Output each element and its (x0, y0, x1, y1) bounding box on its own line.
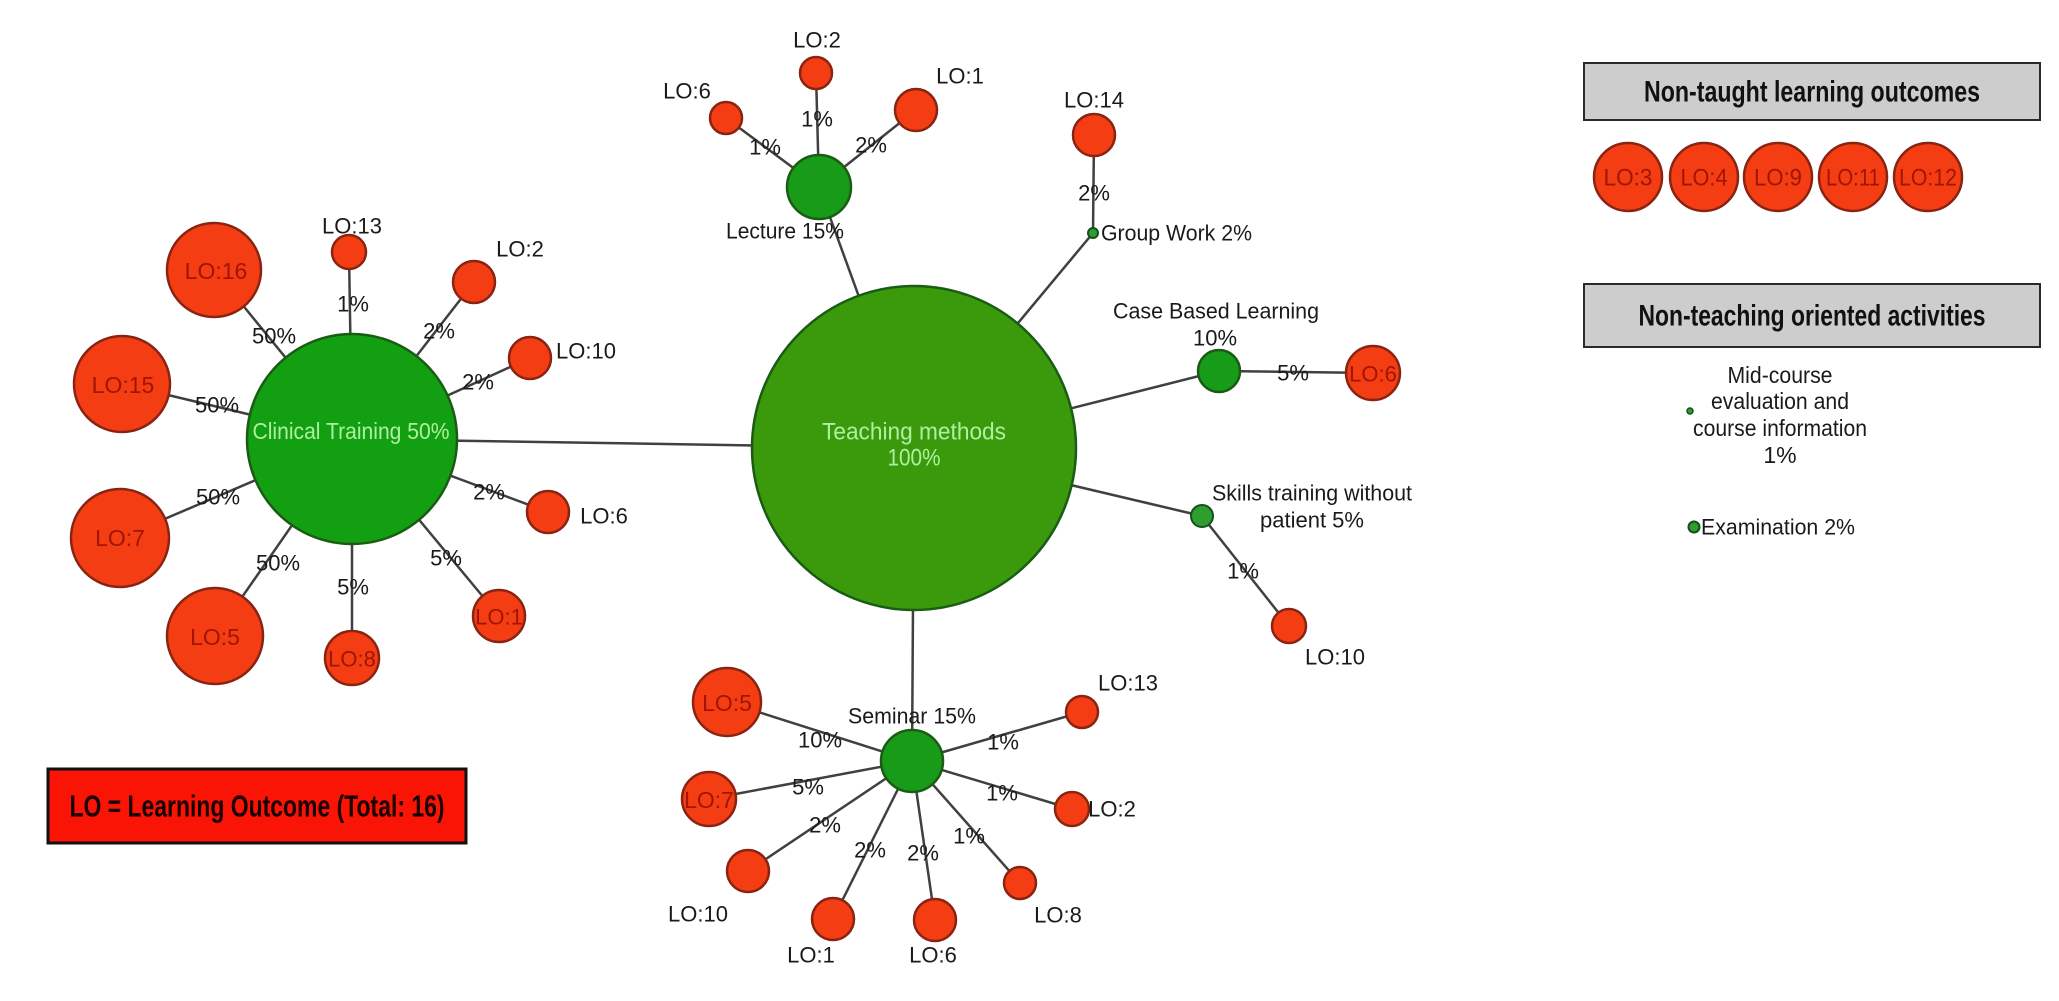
svg-text:5%: 5% (430, 546, 462, 571)
svg-text:LO:10: LO:10 (556, 339, 616, 364)
svg-text:LO:4: LO:4 (1681, 165, 1728, 192)
svg-text:2%: 2% (423, 319, 455, 344)
svg-text:LO:7: LO:7 (684, 787, 734, 813)
svg-text:1%: 1% (987, 730, 1019, 755)
svg-text:1%: 1% (1763, 442, 1796, 468)
svg-text:1%: 1% (337, 292, 369, 317)
svg-text:LO:14: LO:14 (1064, 88, 1124, 113)
svg-text:LO = Learning Outcome (Total:: LO = Learning Outcome (Total: 16) (70, 789, 445, 824)
svg-text:LO:13: LO:13 (1098, 671, 1158, 696)
svg-text:LO:6: LO:6 (1349, 362, 1397, 387)
svg-text:1%: 1% (986, 781, 1018, 806)
svg-text:LO:16: LO:16 (185, 258, 248, 284)
svg-text:Skills training without: Skills training without (1212, 481, 1412, 506)
svg-text:LO:1: LO:1 (936, 64, 984, 89)
svg-text:2%: 2% (907, 841, 939, 866)
svg-text:Case Based Learning: Case Based Learning (1113, 299, 1319, 324)
svg-text:1%: 1% (1227, 559, 1259, 584)
svg-text:LO:6: LO:6 (580, 504, 628, 529)
svg-text:2%: 2% (854, 838, 886, 863)
svg-text:Teaching methods: Teaching methods (822, 419, 1006, 446)
svg-text:LO:5: LO:5 (702, 690, 752, 716)
svg-text:5%: 5% (1277, 361, 1309, 386)
svg-text:LO:6: LO:6 (909, 943, 957, 968)
svg-text:Group Work 2%: Group Work 2% (1101, 221, 1252, 246)
svg-text:2%: 2% (855, 133, 887, 158)
svg-text:LO:8: LO:8 (1034, 903, 1082, 928)
svg-text:LO:12: LO:12 (1899, 165, 1957, 192)
svg-text:course information: course information (1693, 415, 1867, 441)
svg-text:100%: 100% (888, 445, 941, 472)
svg-text:LO:1: LO:1 (475, 605, 523, 630)
svg-text:LO:7: LO:7 (95, 525, 145, 551)
svg-text:50%: 50% (196, 485, 240, 510)
svg-text:Mid-course: Mid-course (1728, 362, 1833, 388)
svg-text:patient 5%: patient 5% (1260, 508, 1364, 533)
svg-text:50%: 50% (195, 393, 239, 418)
svg-text:LO:9: LO:9 (1754, 165, 1802, 192)
svg-text:LO:1: LO:1 (787, 943, 835, 968)
svg-text:Seminar 15%: Seminar 15% (848, 704, 976, 729)
svg-text:Lecture 15%: Lecture 15% (726, 219, 844, 244)
svg-text:5%: 5% (337, 575, 369, 600)
svg-text:1%: 1% (749, 135, 781, 160)
svg-text:10%: 10% (798, 728, 842, 753)
svg-text:2%: 2% (809, 813, 841, 838)
svg-text:LO:15: LO:15 (92, 372, 155, 398)
svg-text:evaluation and: evaluation and (1711, 388, 1849, 414)
svg-text:2%: 2% (473, 480, 505, 505)
svg-text:LO:10: LO:10 (1305, 645, 1365, 670)
svg-text:2%: 2% (462, 370, 494, 395)
svg-text:LO:2: LO:2 (793, 28, 841, 53)
svg-text:50%: 50% (252, 324, 296, 349)
svg-text:LO:5: LO:5 (190, 624, 240, 650)
svg-text:50%: 50% (256, 551, 300, 576)
svg-text:2%: 2% (1078, 181, 1110, 206)
svg-text:Clinical Training 50%: Clinical Training 50% (253, 418, 450, 444)
svg-text:10%: 10% (1193, 326, 1237, 351)
svg-text:1%: 1% (953, 824, 985, 849)
svg-text:5%: 5% (792, 775, 824, 800)
svg-text:LO:3: LO:3 (1604, 165, 1653, 192)
svg-text:LO:10: LO:10 (668, 902, 728, 927)
svg-text:Non-teaching oriented activiti: Non-teaching oriented activities (1639, 300, 1986, 333)
svg-text:LO:13: LO:13 (322, 214, 382, 239)
svg-text:LO:2: LO:2 (1088, 797, 1136, 822)
svg-text:LO:8: LO:8 (328, 647, 376, 672)
svg-text:LO:11: LO:11 (1826, 165, 1880, 192)
svg-text:Examination 2%: Examination 2% (1701, 515, 1855, 540)
svg-text:Non-taught learning outcomes: Non-taught learning outcomes (1644, 76, 1980, 109)
svg-text:LO:2: LO:2 (496, 237, 544, 262)
svg-text:LO:6: LO:6 (663, 79, 711, 104)
svg-text:1%: 1% (801, 107, 833, 132)
